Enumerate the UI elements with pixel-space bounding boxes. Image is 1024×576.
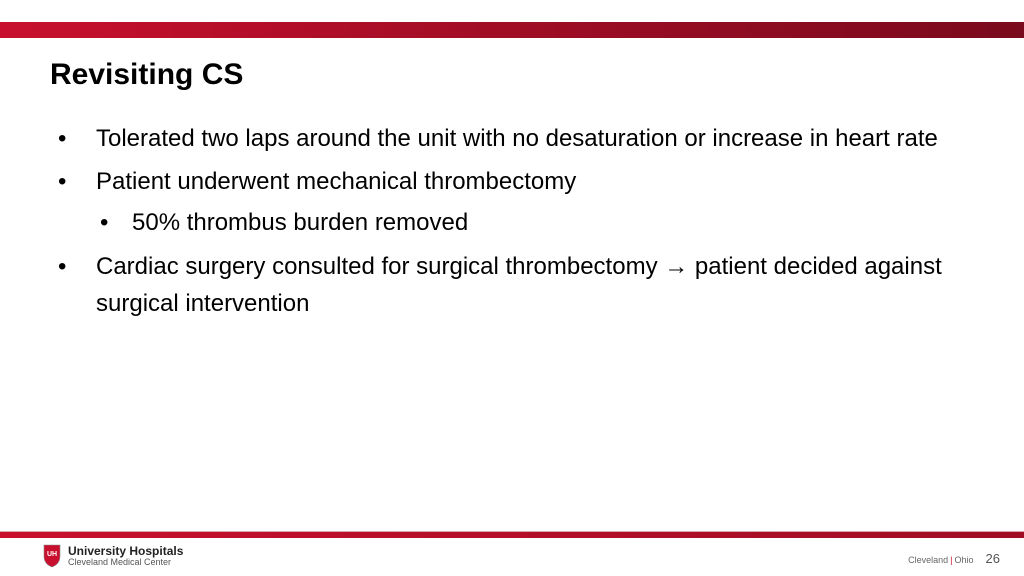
bullet-item: Tolerated two laps around the unit with … <box>50 120 970 157</box>
footer-location: Cleveland|Ohio <box>908 555 973 565</box>
pipe-separator: | <box>950 555 952 565</box>
content-area: Tolerated two laps around the unit with … <box>50 120 970 328</box>
slide: Revisiting CS Tolerated two laps around … <box>0 0 1024 576</box>
shield-icon: UH <box>42 544 62 568</box>
bullet-list: Tolerated two laps around the unit with … <box>50 120 970 322</box>
top-accent-bar <box>0 22 1024 38</box>
sub-bullet-text: 50% thrombus burden removed <box>132 209 468 236</box>
org-subname: Cleveland Medical Center <box>68 558 183 567</box>
footer-right: Cleveland|Ohio 26 <box>908 551 1000 566</box>
org-name: University Hospitals <box>68 545 183 558</box>
footer-city: Cleveland <box>908 555 948 565</box>
sub-bullet-list: 50% thrombus burden removed <box>96 204 970 241</box>
footer: UH University Hospitals Cleveland Medica… <box>0 538 1024 576</box>
org-logo-text: University Hospitals Cleveland Medical C… <box>68 545 183 567</box>
bullet-text: Patient underwent mechanical thrombectom… <box>96 168 576 195</box>
bullet-text: Tolerated two laps around the unit with … <box>96 125 938 152</box>
bullet-item: Patient underwent mechanical thrombectom… <box>50 163 970 241</box>
footer-state: Ohio <box>955 555 974 565</box>
org-logo: UH University Hospitals Cleveland Medica… <box>42 544 183 568</box>
slide-title: Revisiting CS <box>50 58 243 92</box>
bullet-text: Cardiac surgery consulted for surgical t… <box>96 253 942 317</box>
sub-bullet-item: 50% thrombus burden removed <box>96 204 970 241</box>
shield-badge-text: UH <box>47 551 57 558</box>
bullet-item: Cardiac surgery consulted for surgical t… <box>50 248 970 322</box>
page-number: 26 <box>986 551 1000 566</box>
